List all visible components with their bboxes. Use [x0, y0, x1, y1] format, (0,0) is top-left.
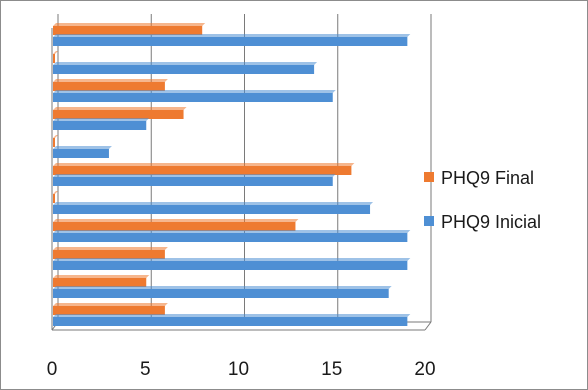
bar-inicial-5: [53, 177, 333, 186]
bar-top-inicial-3: [53, 118, 150, 121]
bar-top-final-1: [53, 51, 58, 54]
bar-final-2: [53, 82, 165, 91]
bar-inicial-4: [53, 149, 109, 158]
bar-inicial-3: [53, 121, 147, 130]
bar-final-5: [53, 166, 352, 175]
bar-final-8: [53, 250, 165, 259]
bar-top-inicial-8: [53, 258, 411, 261]
legend-swatch-final: [424, 172, 434, 182]
bar-top-final-2: [53, 79, 168, 82]
bars: [53, 23, 411, 326]
x-tick-label-3: 15: [321, 359, 342, 380]
bar-inicial-7: [53, 233, 408, 242]
legend-label-final: PHQ9 Final: [441, 168, 534, 188]
x-tick-label-2: 10: [228, 359, 249, 380]
bar-final-6: [53, 194, 55, 203]
bar-inicial-6: [53, 205, 371, 214]
x-tick-label-4: 20: [414, 359, 435, 380]
bar-inicial-9: [53, 289, 389, 298]
bar-final-1: [53, 54, 55, 63]
bar-top-final-7: [53, 219, 299, 222]
bar-final-0: [53, 26, 203, 35]
bar-final-3: [53, 110, 184, 119]
bar-top-final-4: [53, 135, 58, 138]
bar-inicial-1: [53, 65, 315, 74]
bar-top-final-0: [53, 23, 206, 26]
bar-final-9: [53, 278, 147, 287]
bar-inicial-10: [53, 317, 408, 326]
bar-top-final-8: [53, 247, 168, 250]
bar-top-final-5: [53, 163, 355, 166]
bar-top-inicial-6: [53, 202, 374, 205]
bar-top-inicial-7: [53, 230, 411, 233]
bar-top-final-3: [53, 107, 187, 110]
bar-top-final-6: [53, 191, 58, 194]
x-tick-label-0: 0: [47, 359, 58, 380]
bar-final-4: [53, 138, 55, 147]
bar-top-inicial-10: [53, 314, 411, 317]
bar-top-final-10: [53, 303, 168, 306]
bar-final-7: [53, 222, 296, 231]
x-tick-label-1: 5: [140, 359, 151, 380]
legend: PHQ9 Final PHQ9 Inicial: [424, 168, 541, 232]
bar-top-final-9: [53, 275, 150, 278]
bar-inicial-8: [53, 261, 408, 270]
floor-right-edge: [424, 321, 432, 331]
bar-top-inicial-9: [53, 286, 392, 289]
bar-inicial-0: [53, 37, 408, 46]
legend-label-inicial: PHQ9 Inicial: [441, 212, 541, 232]
x-axis-ticks: 0 5 10 15 20: [47, 359, 436, 380]
legend-entry-final: PHQ9 Final: [424, 168, 534, 188]
bar-top-inicial-0: [53, 34, 411, 37]
bar-top-inicial-1: [53, 62, 318, 65]
bar-top-inicial-4: [53, 146, 112, 149]
legend-swatch-inicial: [424, 216, 434, 226]
bar-inicial-2: [53, 93, 333, 102]
bar-top-inicial-5: [53, 174, 336, 177]
bar-top-inicial-2: [53, 90, 336, 93]
bar-final-10: [53, 306, 165, 315]
legend-entry-inicial: PHQ9 Inicial: [424, 212, 541, 232]
